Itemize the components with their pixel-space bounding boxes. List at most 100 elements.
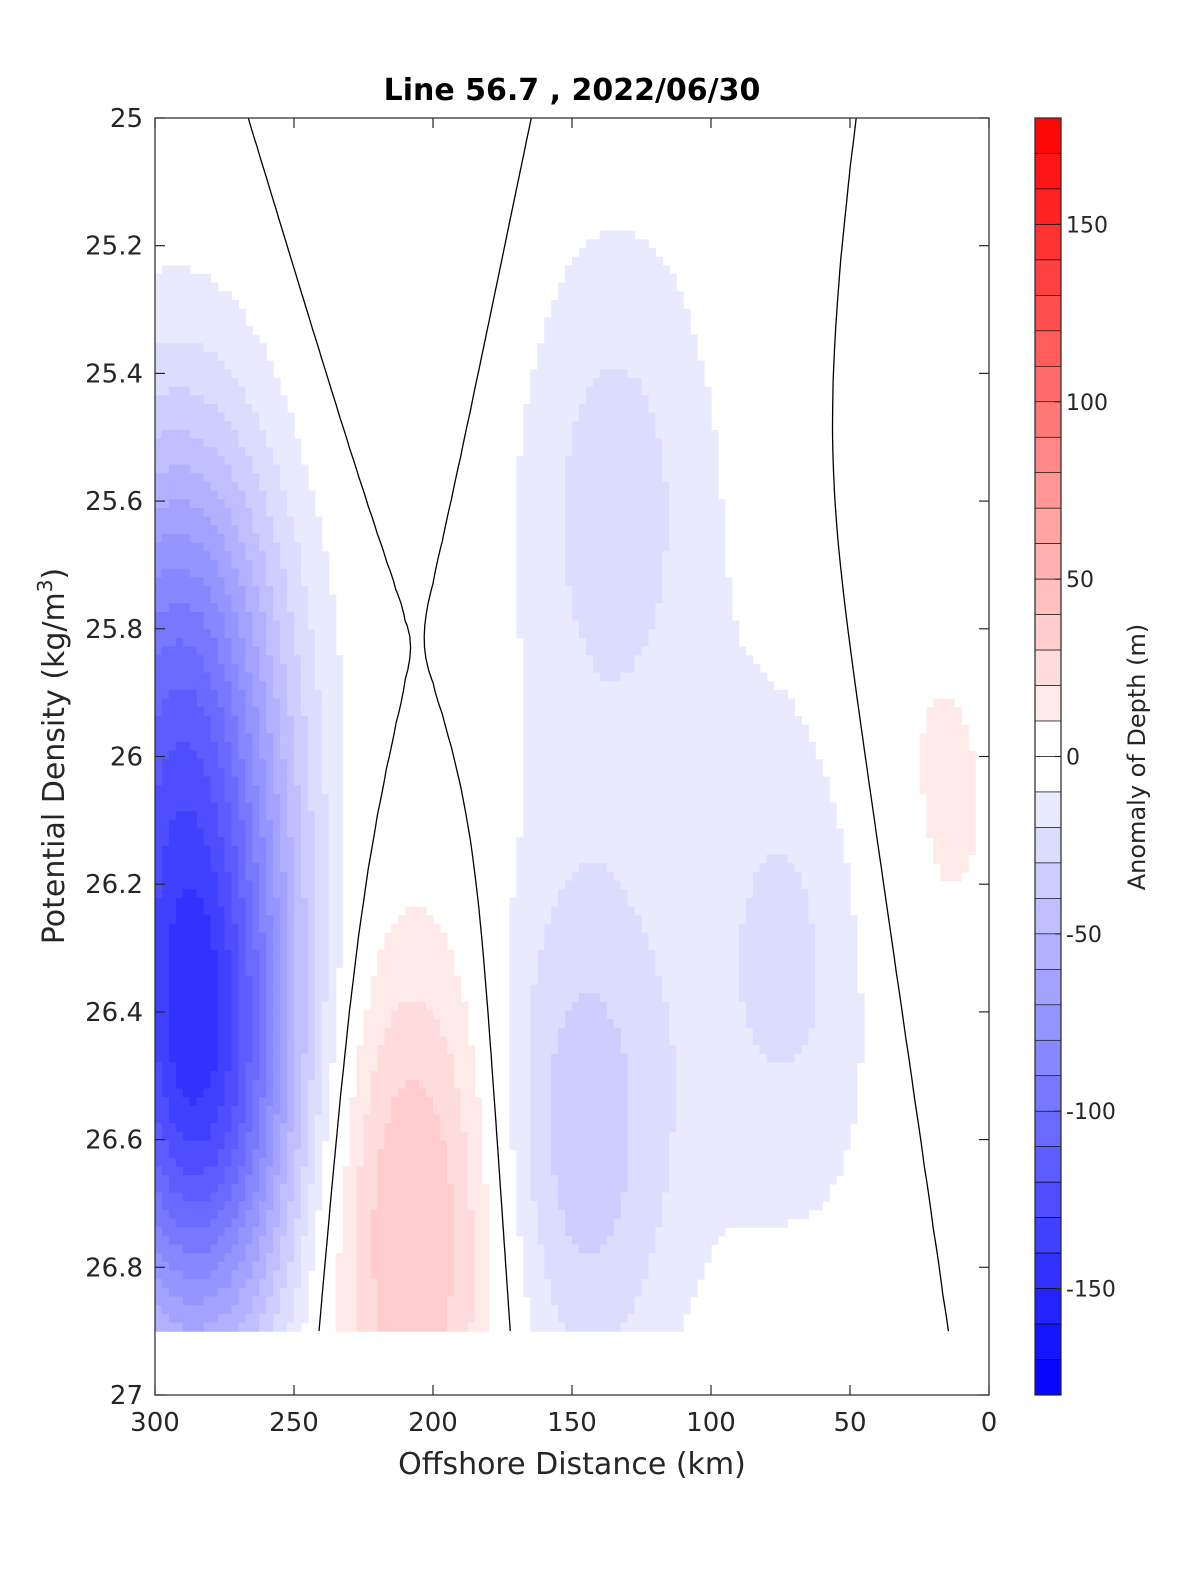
anomaly-cell — [412, 1088, 420, 1098]
anomaly-cell — [481, 1296, 490, 1306]
anomaly-cell — [266, 1322, 274, 1332]
anomaly-cell — [565, 603, 573, 613]
anomaly-cell — [585, 698, 594, 708]
anomaly-cell — [523, 585, 531, 596]
anomaly-cell — [558, 516, 566, 526]
anomaly-cell — [155, 1235, 163, 1246]
anomaly-cell — [335, 915, 344, 925]
anomaly-cell — [259, 1175, 267, 1185]
anomaly-cell — [266, 551, 274, 561]
anomaly-cell — [565, 395, 573, 405]
anomaly-cell — [321, 906, 330, 916]
anomaly-cell — [273, 646, 281, 656]
anomaly-cell — [578, 759, 587, 769]
anomaly-cell — [565, 1322, 573, 1332]
anomaly-cell — [210, 915, 219, 925]
anomaly-cell — [307, 759, 316, 769]
anomaly-cell — [287, 1001, 295, 1012]
anomaly-cell — [182, 967, 191, 977]
anomaly-cell — [412, 975, 420, 986]
anomaly-cell — [307, 897, 316, 908]
anomaly-cell — [585, 351, 594, 362]
anomaly-cell — [349, 1305, 358, 1315]
anomaly-cell — [231, 646, 239, 656]
anomaly-cell — [287, 490, 295, 500]
anomaly-cell — [349, 1114, 358, 1124]
anomaly-cell — [370, 1287, 378, 1298]
anomaly-cell — [196, 1045, 205, 1055]
anomaly-cell — [203, 369, 212, 379]
anomaly-cell — [280, 967, 288, 977]
anomaly-cell — [307, 733, 316, 743]
anomaly-cell — [189, 681, 198, 691]
anomaly-cell — [224, 733, 233, 743]
anomaly-cell — [578, 464, 587, 474]
anomaly-cell — [474, 1140, 483, 1150]
anomaly-cell — [467, 1157, 476, 1168]
anomaly-cell — [266, 395, 274, 405]
anomaly-cell — [196, 646, 205, 656]
anomaly-cell — [266, 923, 274, 934]
anomaly-cell — [196, 273, 205, 284]
anomaly-cell — [189, 637, 198, 648]
anomaly-cell — [537, 1183, 545, 1194]
anomaly-cell — [245, 1166, 253, 1176]
anomaly-cell — [224, 845, 233, 856]
anomaly-cell — [537, 386, 545, 396]
anomaly-cell — [224, 603, 233, 613]
anomaly-cell — [155, 525, 163, 535]
anomaly-cell — [266, 490, 274, 500]
anomaly-cell — [342, 1270, 351, 1280]
anomaly-cell — [578, 932, 587, 942]
anomaly-cell — [307, 499, 316, 509]
anomaly-cell — [537, 1261, 545, 1272]
anomaly-cell — [224, 1053, 233, 1064]
anomaly-cell — [544, 629, 552, 639]
anomaly-cell — [217, 421, 226, 431]
anomaly-cell — [161, 967, 170, 977]
anomaly-cell — [259, 559, 267, 570]
anomaly-cell — [175, 1261, 184, 1272]
anomaly-cell — [335, 741, 344, 752]
anomaly-cell — [433, 1287, 441, 1298]
anomaly-cell — [585, 1045, 594, 1055]
anomaly-cell — [328, 854, 337, 864]
anomaly-cell — [189, 351, 198, 362]
anomaly-cell — [175, 646, 184, 656]
anomaly-cell — [328, 594, 337, 604]
anomaly-cell — [363, 1279, 372, 1289]
anomaly-cell — [252, 949, 260, 960]
anomaly-cell — [210, 715, 219, 726]
anomaly-cell — [155, 351, 163, 362]
anomaly-cell — [585, 490, 594, 500]
anomaly-cell — [516, 577, 524, 587]
anomaly-cell — [294, 1201, 302, 1211]
anomaly-cell — [252, 793, 260, 804]
anomaly-cell — [307, 854, 316, 864]
anomaly-cell — [224, 646, 233, 656]
anomaly-cell — [189, 1253, 198, 1263]
anomaly-cell — [398, 993, 406, 1003]
anomaly-cell — [551, 603, 559, 613]
anomaly-cell — [155, 438, 163, 448]
anomaly-cell — [231, 464, 239, 474]
anomaly-cell — [572, 603, 580, 613]
anomaly-cell — [217, 351, 226, 362]
anomaly-cell — [585, 247, 594, 258]
anomaly-cell — [439, 967, 448, 977]
anomaly-cell — [189, 403, 198, 414]
anomaly-cell — [294, 1019, 302, 1029]
anomaly-cell — [266, 776, 274, 786]
anomaly-cell — [294, 1313, 302, 1324]
anomaly-cell — [321, 819, 330, 830]
anomaly-cell — [307, 1157, 316, 1168]
anomaly-cell — [453, 1036, 462, 1046]
anomaly-cell — [391, 993, 399, 1003]
anomaly-cell — [405, 1201, 413, 1211]
anomaly-cell — [182, 1088, 191, 1098]
anomaly-cell — [412, 1157, 420, 1168]
anomaly-cell — [217, 941, 226, 951]
anomaly-cell — [259, 871, 267, 882]
anomaly-cell — [335, 837, 344, 847]
anomaly-cell — [516, 1166, 524, 1176]
